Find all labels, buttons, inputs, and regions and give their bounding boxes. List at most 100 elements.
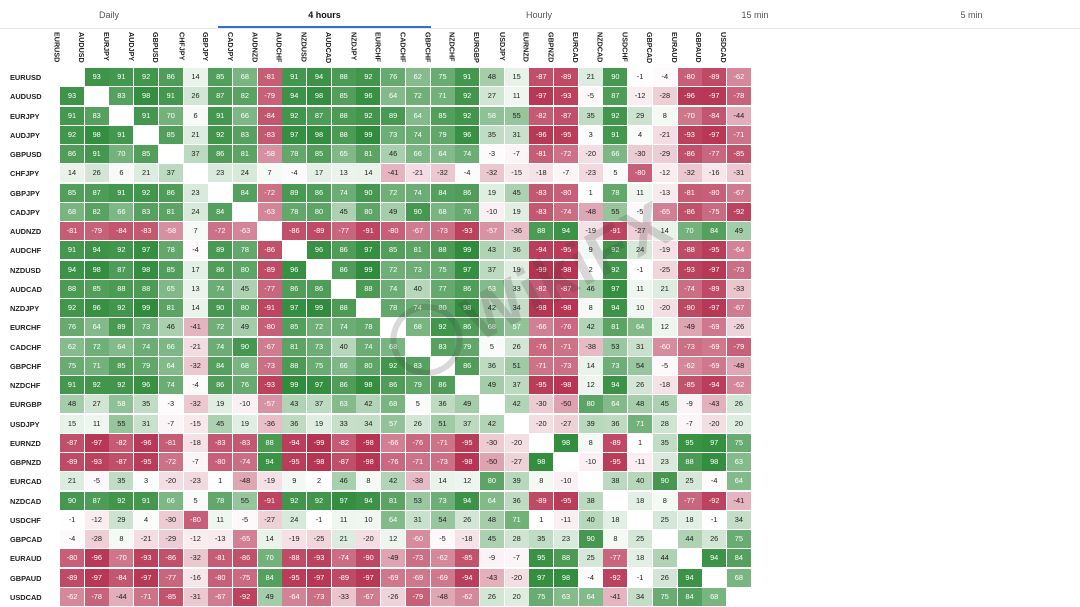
correlation-cell: 98 [84, 260, 109, 279]
correlation-cell: 68 [430, 202, 455, 221]
correlation-cell: -83 [529, 202, 554, 221]
correlation-cell: -26 [726, 318, 751, 337]
correlation-cell: -5 [652, 356, 677, 375]
correlation-cell: 72 [307, 318, 331, 337]
correlation-cell: 66 [158, 491, 183, 510]
correlation-cell: -27 [554, 414, 578, 433]
correlation-cell: -1 [628, 260, 653, 279]
correlation-cell [183, 164, 208, 183]
correlation-cell: -80 [702, 183, 727, 202]
correlation-cell: 98 [554, 433, 578, 452]
row-header: GBPCAD [10, 535, 43, 544]
correlation-cell: -89 [60, 453, 84, 471]
correlation-cell: -95 [554, 491, 578, 510]
correlation-cell: 20 [504, 587, 529, 606]
correlation-cell: 90 [578, 530, 603, 548]
correlation-cell: -48 [232, 472, 257, 491]
correlation-cell: 89 [282, 183, 307, 202]
correlation-cell: -32 [183, 356, 208, 375]
tab-hourly[interactable]: Hourly [525, 10, 552, 20]
correlation-cell: 8 [603, 530, 628, 548]
correlation-cell: 71 [84, 356, 109, 375]
correlation-cell: 46 [331, 472, 356, 491]
correlation-cell: 91 [603, 125, 628, 144]
correlation-cell: 83 [405, 356, 430, 375]
correlation-cell: 31 [628, 337, 653, 356]
correlation-cell: -48 [430, 587, 455, 606]
correlation-cell: -12 [183, 530, 208, 548]
correlation-cell: 88 [430, 241, 455, 260]
correlation-cell: 54 [430, 510, 455, 529]
correlation-cell: 86 [208, 260, 233, 279]
correlation-cell: 64 [109, 337, 134, 356]
correlation-cell: -73 [554, 356, 578, 375]
correlation-cell: -83 [208, 433, 233, 452]
correlation-cell: 39 [578, 414, 603, 433]
correlation-cell: -99 [307, 433, 331, 452]
correlation-cell: 6 [109, 164, 134, 183]
correlation-cell: 96 [282, 260, 307, 279]
correlation-cell: 86 [381, 376, 406, 394]
correlation-cell: -67 [726, 183, 751, 202]
correlation-cell: -27 [504, 453, 529, 471]
correlation-cell: 21 [134, 164, 159, 183]
correlation-cell: -20 [504, 433, 529, 452]
correlation-cell: -72 [257, 183, 282, 202]
correlation-cell: 26 [405, 414, 430, 433]
correlation-cell: 93 [60, 87, 84, 106]
correlation-cell: -67 [405, 222, 430, 240]
correlation-cell: 90 [232, 337, 257, 356]
correlation-cell: 86 [307, 279, 331, 298]
correlation-cell: 63 [554, 587, 578, 606]
tab-5-min[interactable]: 5 min [960, 10, 983, 20]
correlation-cell: 48 [479, 510, 504, 529]
correlation-cell: 92 [356, 68, 381, 86]
correlation-cell: 86 [455, 318, 480, 337]
correlation-cell: -79 [257, 87, 282, 106]
column-header-label: AUDJPY [127, 32, 137, 62]
correlation-cell: -63 [257, 202, 282, 221]
correlation-cell: 99 [356, 260, 381, 279]
correlation-cell: -77 [603, 549, 628, 568]
correlation-cell: -81 [208, 549, 233, 568]
correlation-cell: 48 [479, 68, 504, 86]
correlation-cell: 85 [208, 68, 233, 86]
correlation-cell: 65 [158, 279, 183, 298]
correlation-cell: 15 [504, 68, 529, 86]
correlation-cell: -77 [677, 491, 702, 510]
correlation-cell: 25 [578, 549, 603, 568]
correlation-cell: -82 [109, 433, 134, 452]
correlation-cell: -20 [504, 568, 529, 587]
row-header: NZDCHF [10, 381, 41, 390]
correlation-cell: -44 [109, 587, 134, 606]
tab-15-min[interactable]: 15 min [741, 10, 769, 20]
correlation-cell: 43 [479, 241, 504, 260]
correlation-cell: -43 [702, 395, 727, 414]
correlation-cell [726, 587, 751, 606]
correlation-cell: -76 [529, 337, 554, 356]
correlation-cell: 23 [554, 530, 578, 548]
correlation-cell: 87 [109, 260, 134, 279]
correlation-cell: -74 [331, 549, 356, 568]
correlation-cell: -69 [405, 568, 430, 587]
tab-daily[interactable]: Daily [98, 10, 119, 20]
correlation-cell: -48 [726, 356, 751, 375]
correlation-cell: -13 [652, 183, 677, 202]
correlation-cell: 5 [405, 395, 430, 414]
correlation-cell: -19 [578, 222, 603, 240]
correlation-cell: -85 [726, 145, 751, 163]
column-header-label: EURCHF [373, 32, 383, 62]
correlation-cell: -92 [702, 491, 727, 510]
tab-4-hours[interactable]: 4 hours [308, 10, 341, 20]
correlation-cell: 81 [282, 337, 307, 356]
correlation-cell: -86 [282, 222, 307, 240]
correlation-cell: -77 [257, 279, 282, 298]
correlation-cell: -82 [331, 433, 356, 452]
correlation-cell: -19 [257, 472, 282, 491]
correlation-cell: -32 [677, 164, 702, 183]
correlation-cell: -93 [554, 87, 578, 106]
correlation-cell: -98 [554, 260, 578, 279]
correlation-cell: -16 [702, 164, 727, 183]
correlation-cell: -1 [628, 568, 653, 587]
correlation-cell: -33 [726, 279, 751, 298]
